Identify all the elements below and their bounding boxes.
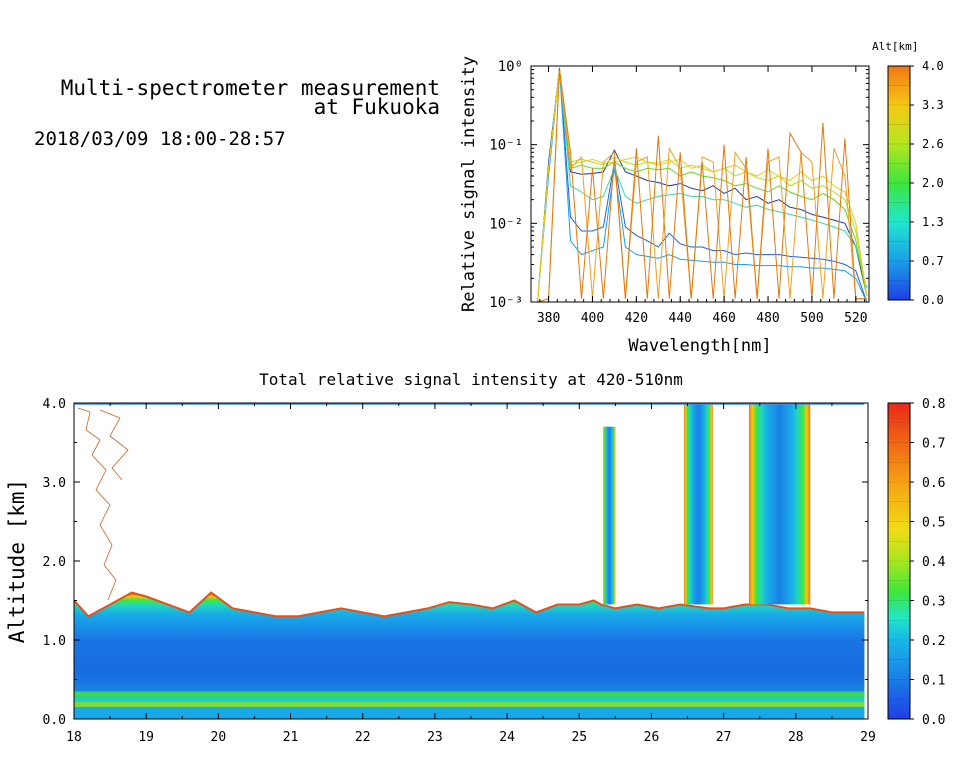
heatmap-y-axis-label: Altitude [km] <box>5 479 29 643</box>
date-range-label: 2018/03/09 18:00-28:57 <box>34 128 286 150</box>
heatmap-x-tick-label: 23 <box>427 730 443 745</box>
spectrum-x-axis: 380 400 420 440 460 480 500 520 <box>530 66 868 326</box>
spectrum-x-tick-label: 520 <box>844 311 867 326</box>
altitude-colorbar-tick-label: 0.0 <box>922 293 944 307</box>
spectrum-series-line <box>537 69 867 302</box>
heatmap-title: Total relative signal intensity at 420-5… <box>259 370 683 389</box>
intensity-colorbar-tick-label: 0.0 <box>922 713 945 728</box>
heatmap-body <box>74 403 865 719</box>
spectrum-series-group <box>537 67 868 302</box>
heatmap-x-tick-label: 24 <box>499 730 515 745</box>
spectrum-y-tick-label: 10⁰ <box>498 59 523 75</box>
spectrum-plot-frame <box>530 65 870 303</box>
spectrum-x-axis-label: Wavelength[nm] <box>628 336 771 356</box>
heatmap-y-tick-label: 0.0 <box>43 713 66 728</box>
page-title-line1: Multi-spectrometer measurement <box>61 76 440 100</box>
heatmap-y-tick-label: 1.0 <box>43 634 66 649</box>
altitude-colorbar-tick-label: 1.3 <box>922 215 944 229</box>
near-ground-layer-top <box>74 691 865 697</box>
spectrum-x-tick-label: 400 <box>581 311 604 326</box>
cloud-column <box>603 426 616 605</box>
intensity-colorbar-tick-label: 0.8 <box>922 397 945 412</box>
intensity-colorbar-ticks: 0.8 0.7 0.6 0.5 0.4 0.3 0.2 0.1 0.0 <box>910 397 946 728</box>
heatmap-y-tick-label: 2.0 <box>43 555 66 570</box>
surface-layer <box>74 707 865 719</box>
spectrum-x-tick-label: 420 <box>625 311 648 326</box>
heatmap-x-tick-label: 29 <box>860 730 876 745</box>
near-ground-layer-mid <box>74 696 865 702</box>
spectrum-series-line <box>537 69 868 302</box>
page-title-line2: at Fukuoka <box>314 95 440 119</box>
altitude-colorbar-tick-label: 2.0 <box>922 176 944 190</box>
spectrum-y-axis: 10⁰ 10⁻¹ 10⁻² 10⁻³ <box>489 59 869 311</box>
altitude-colorbar-gradient <box>888 66 910 300</box>
spectrum-x-tick-label: 380 <box>537 311 560 326</box>
spectrum-y-axis-label: Relative signal intensity <box>459 56 479 312</box>
intensity-colorbar: 0.8 0.7 0.6 0.5 0.4 0.3 0.2 0.1 0.0 <box>887 397 946 728</box>
spectrum-y-tick-label: 10⁻² <box>489 216 523 232</box>
altitude-colorbar-bands <box>888 85 910 281</box>
heatmap-x-tick-label: 22 <box>355 730 371 745</box>
heatmap-x-tick-label: 28 <box>788 730 804 745</box>
noise-contour-line <box>77 407 117 601</box>
intensity-colorbar-tick-label: 0.4 <box>922 555 946 570</box>
near-ground-layer-bottom <box>74 701 865 708</box>
heatmap-y-tick-label: 3.0 <box>43 476 66 491</box>
heatmap-x-tick-label: 26 <box>644 730 660 745</box>
noise-contours <box>77 407 129 601</box>
altitude-colorbar-tick-label: 0.7 <box>922 254 944 268</box>
heatmap-x-axis: 18 19 20 21 22 23 24 25 26 27 28 29 <box>66 403 876 745</box>
intensity-colorbar-tick-label: 0.7 <box>922 437 945 452</box>
spectrum-series-line <box>537 69 868 302</box>
intensity-colorbar-tick-label: 0.2 <box>922 634 945 649</box>
heatmap-x-tick-label: 25 <box>571 730 587 745</box>
intensity-colorbar-tick-label: 0.6 <box>922 476 945 491</box>
spectrum-series-line <box>537 69 868 302</box>
heatmap-y-tick-label: 4.0 <box>43 397 66 412</box>
spectrum-x-tick-label: 500 <box>800 311 823 326</box>
boundary-layer-core <box>74 640 865 684</box>
spectrum-y-tick-label: 10⁻¹ <box>489 138 523 154</box>
altitude-colorbar-title: Alt[km] <box>872 40 918 53</box>
altitude-colorbar-tick-label: 2.6 <box>922 137 944 151</box>
heatmap-x-tick-label: 20 <box>211 730 227 745</box>
boundary-layer-field <box>74 592 865 719</box>
noise-contour-line <box>99 409 129 481</box>
heatmap-y-axis: 0.0 1.0 2.0 3.0 4.0 <box>43 397 868 728</box>
spectrum-series-line <box>537 68 868 302</box>
heatmap-x-tick-label: 19 <box>138 730 154 745</box>
boundary-layer-top-edge <box>74 591 865 618</box>
spectrum-series-line <box>537 67 868 302</box>
spectrum-chart: 380 400 420 440 460 480 500 520 10⁰ 10⁻¹ 10⁻² 10⁻³… <box>459 40 944 356</box>
heatmap-chart: Total relative signal intensity at 420-5… <box>5 370 946 745</box>
intensity-colorbar-gradient <box>888 403 910 719</box>
altitude-colorbar-tick-label: 3.3 <box>922 98 944 112</box>
spectrum-y-tick-label: 10⁻³ <box>489 295 523 311</box>
intensity-colorbar-tick-label: 0.1 <box>922 674 945 689</box>
heatmap-x-tick-label: 21 <box>283 730 299 745</box>
cloud-column <box>748 403 811 605</box>
spectrum-series-line <box>537 69 867 302</box>
heatmap-x-tick-label: 18 <box>66 730 82 745</box>
altitude-colorbar: Alt[km] 4.0 3.3 2.6 2.0 1.3 0.7 0.0 <box>872 40 944 307</box>
spectrum-x-tick-label: 460 <box>712 311 735 326</box>
intensity-colorbar-tick-label: 0.5 <box>922 516 945 531</box>
cloud-column <box>683 403 713 605</box>
intensity-colorbar-tick-label: 0.3 <box>922 595 945 610</box>
spectrum-series-line <box>537 69 868 302</box>
spectrum-x-tick-label: 480 <box>756 311 779 326</box>
altitude-colorbar-ticks: 4.0 3.3 2.6 2.0 1.3 0.7 0.0 <box>910 59 944 307</box>
altitude-colorbar-tick-label: 4.0 <box>922 59 944 73</box>
spectrum-series-line <box>537 69 868 302</box>
spectrum-x-tick-label: 440 <box>669 311 692 326</box>
intensity-colorbar-bands <box>888 422 910 700</box>
heatmap-x-tick-label: 27 <box>716 730 732 745</box>
